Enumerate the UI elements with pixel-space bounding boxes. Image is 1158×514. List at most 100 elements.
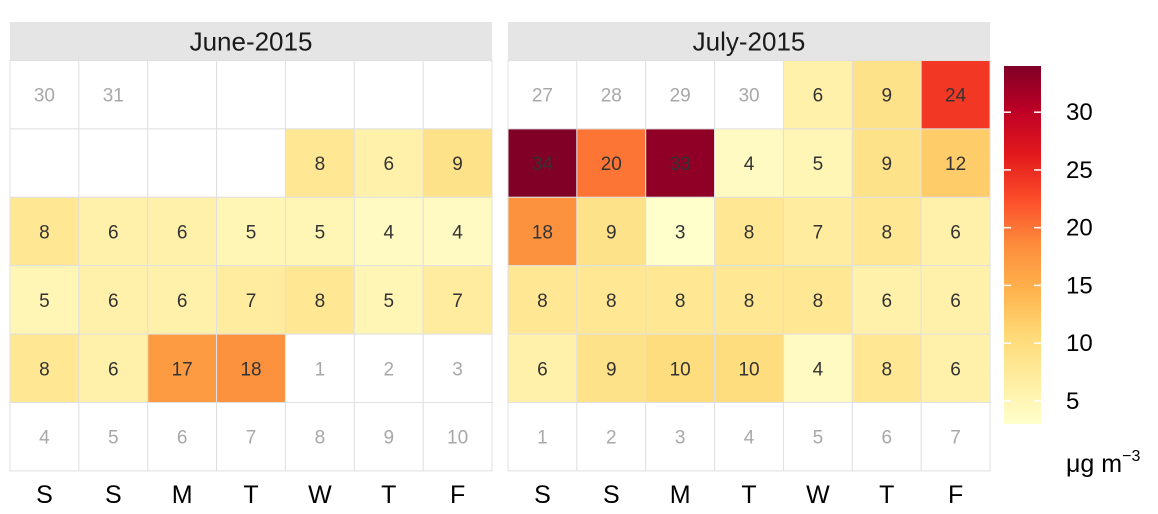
value-label: 6 (383, 154, 394, 175)
empty-cell (507, 60, 578, 130)
other-month-day-label: 6 (881, 428, 892, 449)
value-label: 8 (606, 291, 617, 312)
calendar-cell (284, 196, 355, 267)
other-month-day-label: 5 (108, 428, 119, 449)
weekday-label: S (36, 481, 53, 509)
calendar-cell (782, 60, 853, 130)
empty-cell (147, 60, 218, 130)
calendar-cell (645, 333, 716, 404)
value-label: 17 (172, 359, 193, 380)
value-label: 9 (606, 223, 617, 244)
empty-cell (714, 60, 784, 130)
calendar-cell (216, 333, 286, 404)
empty-cell (714, 402, 784, 472)
value-label: 4 (813, 359, 824, 380)
calendar-cell (782, 128, 853, 198)
calendar-cell (422, 265, 493, 335)
empty-cell (9, 128, 80, 198)
empty-cell (147, 128, 218, 198)
empty-cell (576, 402, 647, 472)
value-label: 20 (601, 154, 622, 175)
value-label: 6 (177, 223, 188, 244)
value-label: 33 (670, 154, 691, 175)
value-label: 10 (670, 359, 691, 380)
value-label: 6 (108, 359, 119, 380)
empty-cell (216, 402, 286, 472)
other-month-day-label: 7 (950, 428, 961, 449)
value-label: 5 (246, 223, 257, 244)
other-month-day-label: 2 (606, 428, 617, 449)
value-label: 8 (39, 223, 50, 244)
calendar-cell (147, 265, 218, 335)
value-label: 12 (945, 154, 966, 175)
other-month-day-label: 29 (670, 86, 691, 107)
calendar-cell (422, 196, 493, 267)
month-strip (10, 22, 493, 61)
empty-cell (216, 128, 286, 198)
value-label: 5 (315, 223, 326, 244)
value-label: 7 (246, 291, 257, 312)
calendar-cell (147, 333, 218, 404)
value-label: 4 (744, 154, 755, 175)
value-label: 8 (744, 223, 755, 244)
weekday-label: S (603, 481, 620, 509)
empty-cell (422, 60, 493, 130)
calendar-cell (645, 128, 716, 198)
weekday-label: T (879, 481, 894, 509)
weekday-label: F (450, 481, 465, 509)
value-label: 8 (813, 291, 824, 312)
calendar-cell (782, 196, 853, 267)
empty-cell (422, 333, 493, 404)
empty-cell (645, 60, 716, 130)
value-label: 4 (383, 223, 394, 244)
value-label: 7 (452, 291, 463, 312)
calendar-cell (920, 333, 991, 404)
other-month-day-label: 7 (246, 428, 257, 449)
value-label: 8 (881, 359, 892, 380)
value-label: 5 (39, 291, 50, 312)
calendar-cell (782, 333, 853, 404)
value-label: 9 (452, 154, 463, 175)
legend-tick-label: 5 (1066, 388, 1079, 415)
other-month-day-label: 30 (738, 86, 759, 107)
calendar-cell (78, 333, 149, 404)
empty-cell (851, 402, 922, 472)
other-month-day-label: 28 (601, 86, 622, 107)
calendar-cell (645, 265, 716, 335)
value-label: 8 (39, 359, 50, 380)
empty-cell (216, 60, 286, 130)
calendar-cell (216, 196, 286, 267)
calendar-cell (9, 333, 80, 404)
calendar-cell (645, 196, 716, 267)
value-label: 6 (950, 359, 961, 380)
calendar-cell (576, 196, 647, 267)
weekday-label: M (172, 481, 193, 509)
weekday-label: T (381, 481, 396, 509)
calendar-cell (78, 265, 149, 335)
value-label: 6 (108, 291, 119, 312)
value-label: 6 (881, 291, 892, 312)
value-label: 9 (881, 154, 892, 175)
legend-title: μg m−3 (1066, 448, 1140, 478)
calendar-cell (507, 333, 578, 404)
empty-cell (284, 333, 355, 404)
month-strip (508, 22, 991, 61)
other-month-day-label: 4 (39, 428, 50, 449)
month-title: June-2015 (190, 26, 313, 56)
value-label: 6 (813, 86, 824, 107)
other-month-day-label: 30 (34, 86, 55, 107)
calendar-cell (851, 265, 922, 335)
other-month-day-label: 4 (744, 428, 755, 449)
value-label: 6 (950, 223, 961, 244)
value-label: 3 (675, 223, 686, 244)
empty-cell (507, 402, 578, 472)
value-label: 6 (537, 359, 548, 380)
other-month-day-label: 27 (532, 86, 553, 107)
value-label: 8 (675, 291, 686, 312)
empty-cell (782, 402, 853, 472)
empty-cell (422, 402, 493, 472)
calendar-cell (507, 128, 578, 198)
